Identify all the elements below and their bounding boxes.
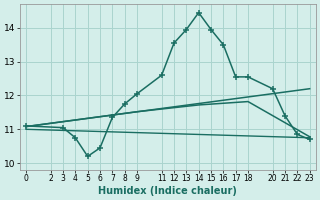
X-axis label: Humidex (Indice chaleur): Humidex (Indice chaleur) — [98, 186, 237, 196]
